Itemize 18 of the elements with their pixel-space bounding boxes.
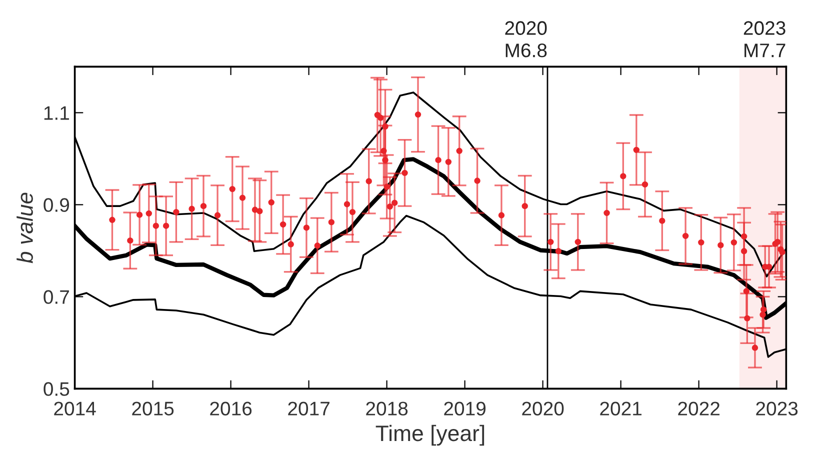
x-tick-label: 2014 xyxy=(54,402,96,416)
x-tick-label: 2017 xyxy=(288,402,330,416)
y-tick-label: 1.1 xyxy=(44,106,69,120)
y-axis-title: b value xyxy=(16,192,33,264)
x-tick-label: 2021 xyxy=(600,402,642,416)
x-axis-title: Time [year] xyxy=(376,424,484,446)
y-tick-label: 0.9 xyxy=(44,198,70,212)
x-tick-label: 2020 xyxy=(522,402,564,416)
band-label: 2023 M7.7 xyxy=(744,21,786,58)
y-tick-label: 0.7 xyxy=(44,290,69,304)
x-tick-label: 2015 xyxy=(132,402,174,416)
y-tick-label: 0.5 xyxy=(44,382,70,396)
x-tick-label: 2016 xyxy=(210,402,252,416)
ref-line-label: 2020 M6.8 xyxy=(505,21,547,58)
x-tick-label: 2023 xyxy=(756,402,798,416)
x-tick-label: 2022 xyxy=(678,402,720,416)
x-tick-label: 2019 xyxy=(444,402,486,416)
x-tick-label: 2018 xyxy=(366,402,408,416)
